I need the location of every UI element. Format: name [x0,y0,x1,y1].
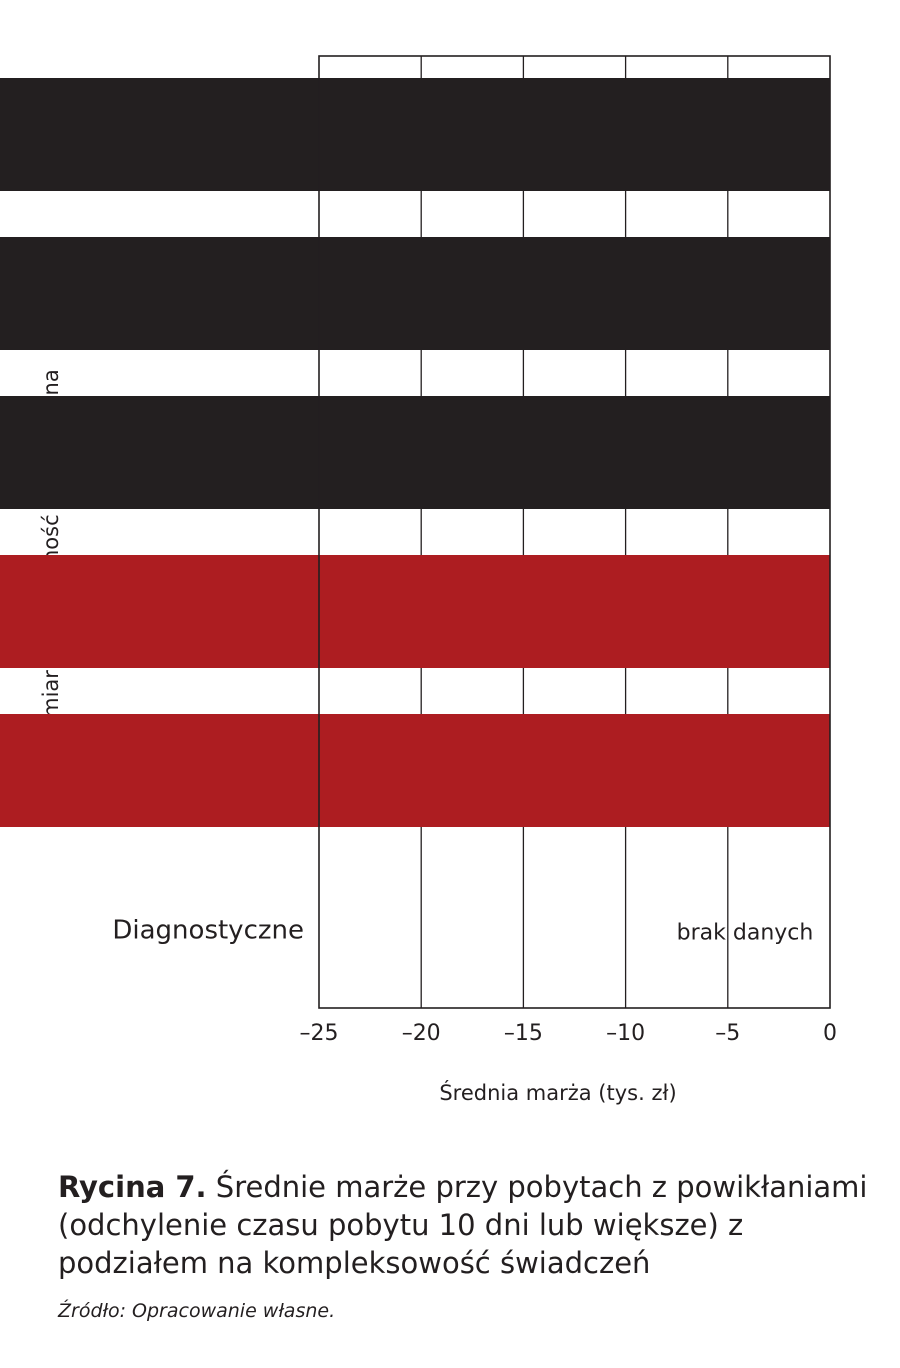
bar [0,78,830,191]
bar-chart: Wymiar – efektywność ekonomiczna Średnia… [0,55,837,1105]
missing-data-label: brak danych [677,921,814,946]
x-tick-label: 0 [823,1021,837,1046]
x-axis-title: Średnia marża (tys. zł) [439,1080,676,1105]
bar [0,714,830,827]
bar [0,555,830,668]
caption-label: Rycina 7. [58,1170,207,1204]
x-tick-label: –10 [606,1021,645,1046]
category-label: Diagnostyczne [112,916,304,946]
x-tick-label: –20 [402,1021,441,1046]
bar [0,237,830,350]
x-tick-label: –15 [504,1021,543,1046]
x-tick-label: –25 [300,1021,339,1046]
caption-text: Średnie marże przy pobytach z powikłania… [58,1170,868,1280]
x-tick-label: –5 [715,1021,740,1046]
plot-frame [318,55,831,1009]
figure-caption: Rycina 7. Średnie marże przy pobytach z … [58,1168,878,1282]
bar [0,396,830,509]
source-note: Źródło: Opracowanie własne. [58,1300,336,1322]
